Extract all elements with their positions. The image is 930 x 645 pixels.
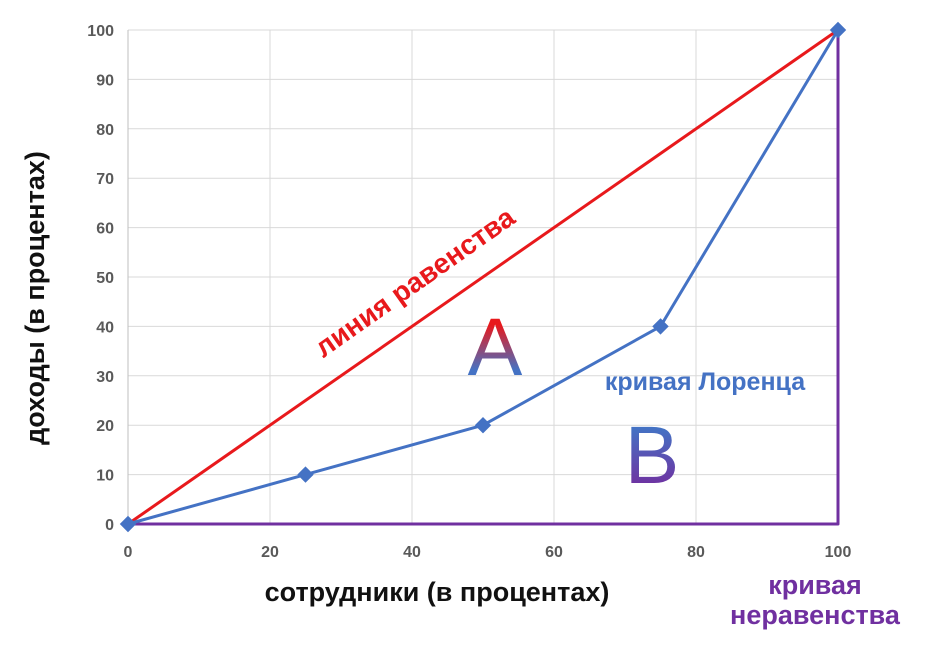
inequality-curve-label-line2: неравенства — [730, 600, 901, 630]
y-tick-label-100: 100 — [87, 23, 114, 40]
inequality-curve — [128, 30, 840, 526]
y-axis-title: доходы (в процентах) — [20, 151, 50, 445]
x-tick-labels: 0 20 40 60 80 100 — [124, 544, 852, 561]
y-tick-label-60: 60 — [96, 221, 114, 238]
area-a-label: A — [468, 302, 523, 393]
y-tick-label-70: 70 — [96, 171, 114, 188]
x-tick-label-100: 100 — [825, 544, 852, 561]
y-tick-label-50: 50 — [96, 270, 114, 287]
lorenz-point-0 — [119, 515, 137, 533]
lorenz-point-4 — [829, 21, 847, 39]
x-tick-label-0: 0 — [124, 544, 133, 561]
lorenz-curve-label: кривая Лоренца — [605, 368, 806, 396]
x-tick-label-80: 80 — [687, 544, 705, 561]
equality-line — [127, 28, 839, 526]
x-tick-label-40: 40 — [403, 544, 421, 561]
marker-layer — [119, 21, 847, 533]
lorenz-point-2 — [474, 416, 492, 434]
y-tick-label-10: 10 — [96, 468, 114, 485]
inequality-curve-label-line1: кривая — [768, 570, 862, 600]
y-tick-label-0: 0 — [105, 517, 114, 534]
area-b-label: B — [625, 410, 680, 501]
y-tick-label-90: 90 — [96, 72, 114, 89]
lorenz-point-3 — [652, 318, 669, 335]
y-tick-label-30: 30 — [96, 369, 114, 386]
x-tick-label-20: 20 — [261, 544, 279, 561]
y-tick-labels: 0 10 20 30 40 50 60 70 80 90 100 — [87, 23, 114, 534]
x-tick-label-60: 60 — [545, 544, 563, 561]
y-tick-label-80: 80 — [96, 122, 114, 139]
y-tick-label-40: 40 — [96, 319, 114, 336]
x-axis-title: сотрудники (в процентах) — [265, 577, 610, 607]
y-tick-label-20: 20 — [96, 418, 114, 435]
lorenz-point-1 — [297, 466, 314, 483]
